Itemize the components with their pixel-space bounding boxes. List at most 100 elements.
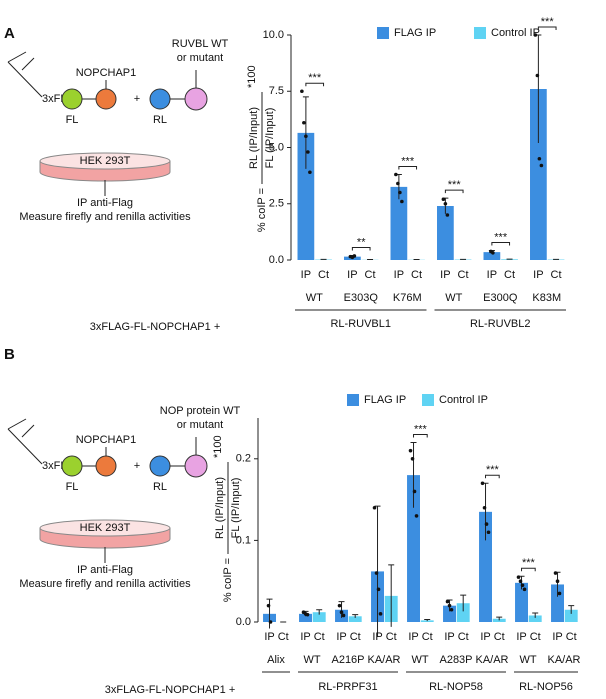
bar (456, 603, 470, 622)
panel-a-diagram: A 3xFLAG NOPCHAP1 + RUVBL WT or mutant F… (4, 25, 228, 223)
bar (564, 609, 578, 622)
y-axis-label: % coIP = RL (IP/Input) FL (IP/Input) *100 (212, 435, 242, 602)
data-point (396, 181, 400, 186)
significance: *** (494, 231, 508, 243)
data-point (400, 199, 404, 204)
bar (492, 618, 506, 622)
dish-top (39, 152, 171, 170)
group-label: RL-NOP56 (519, 681, 573, 693)
data-point (555, 579, 560, 583)
significance: *** (414, 423, 428, 435)
y-label-numerator: RL (IP/Input) (248, 107, 260, 169)
group-label: RL-NOP58 (429, 681, 483, 693)
legend-label: Control IP (439, 394, 488, 406)
data-point (376, 587, 381, 592)
bar (483, 252, 501, 260)
x-tick-label: E303Q (344, 292, 379, 304)
bar-label: Ct (350, 631, 361, 643)
error-bar (532, 612, 539, 618)
bar-label: Ct (318, 269, 329, 281)
significance: *** (448, 179, 462, 191)
data-point (410, 457, 415, 461)
significance-bracket (398, 166, 418, 170)
data-point (480, 481, 485, 486)
data-point (445, 213, 450, 217)
error-bar (316, 609, 323, 615)
y-tick-label: 5.0 (269, 141, 284, 153)
rl-circle (149, 455, 171, 477)
data-point (302, 120, 306, 125)
bar-label: Ct (422, 631, 433, 643)
bar (437, 206, 454, 260)
bar-label: IP (552, 631, 562, 643)
plus: + (134, 93, 140, 105)
significance-bracket (351, 247, 371, 251)
data-point (414, 514, 419, 518)
antibody (7, 418, 43, 465)
x-tick-label: KA/AR (547, 654, 580, 666)
data-point (441, 197, 446, 202)
bar (297, 132, 315, 260)
bar (390, 186, 408, 260)
bait: NOPCHAP1 (76, 434, 137, 446)
cells: HEK 293T (80, 155, 131, 167)
y-label-denominator: FL (IP/Input) (264, 108, 276, 169)
bar (501, 259, 518, 260)
fl-circle (61, 88, 83, 110)
significance-bracket (491, 242, 511, 246)
x-tick-label: A216P (331, 654, 364, 666)
bar-label: IP (440, 269, 450, 281)
bar-label: IP (372, 631, 382, 643)
data-point (398, 190, 402, 195)
significance: *** (522, 557, 536, 569)
x-tick-label: WT (445, 292, 462, 304)
significance-bracket (413, 433, 428, 438)
error-bar (266, 598, 273, 629)
significance: ** (357, 236, 366, 248)
prey: NOP protein WT (160, 405, 241, 417)
data-point (337, 603, 342, 608)
error-bar (424, 619, 431, 622)
x-tick-label: WT (303, 654, 320, 666)
y-tick-label: 0.2 (236, 453, 251, 465)
bar-label: IP (444, 631, 454, 643)
prey: or mutant (177, 52, 223, 64)
legend-swatch (377, 27, 389, 39)
bar-label: IP (480, 631, 490, 643)
prey-circle (184, 454, 208, 478)
bar (348, 616, 362, 622)
bar-label: Ct (386, 631, 397, 643)
fl-label: FL (66, 114, 79, 126)
bar (407, 475, 420, 622)
data-point (553, 571, 558, 575)
bar-label: IP (300, 631, 310, 643)
row-label: 3xFLAG-FL-NOPCHAP1 + (90, 321, 221, 333)
y-tick-label: 10.0 (263, 29, 284, 41)
bar-label: Ct (494, 631, 505, 643)
bar-label: Ct (314, 631, 325, 643)
y-axis-label: % coIP = RL (IP/Input) FL (IP/Input) *100 (246, 65, 276, 232)
data-point (341, 613, 346, 618)
data-point (491, 251, 495, 255)
rl-label: RL (153, 114, 167, 126)
bar-label: IP (347, 269, 357, 281)
x-tick-label: KA/AR (475, 654, 508, 666)
y-tick-label: 0.1 (236, 534, 251, 546)
data-point (304, 134, 308, 139)
significance-bracket (444, 189, 464, 194)
x-tick-label: KA/AR (367, 654, 400, 666)
panel-b-diagram: B 3xFLAG NOPCHAP1 + NOP protein WT or mu… (4, 346, 241, 590)
legend-swatch (422, 394, 434, 406)
y-label-prefix: % coIP = (222, 558, 234, 602)
legend-label: FLAG IP (394, 27, 436, 39)
y-tick-label: 2.5 (269, 198, 284, 210)
dish-top (39, 519, 171, 537)
data-point (352, 254, 357, 258)
bar (312, 612, 326, 622)
step: IP anti-Flag (77, 197, 133, 209)
bar-label: Ct (504, 269, 515, 281)
bar-label: IP (408, 631, 418, 643)
data-point (520, 583, 525, 588)
bar-label: Ct (566, 631, 577, 643)
